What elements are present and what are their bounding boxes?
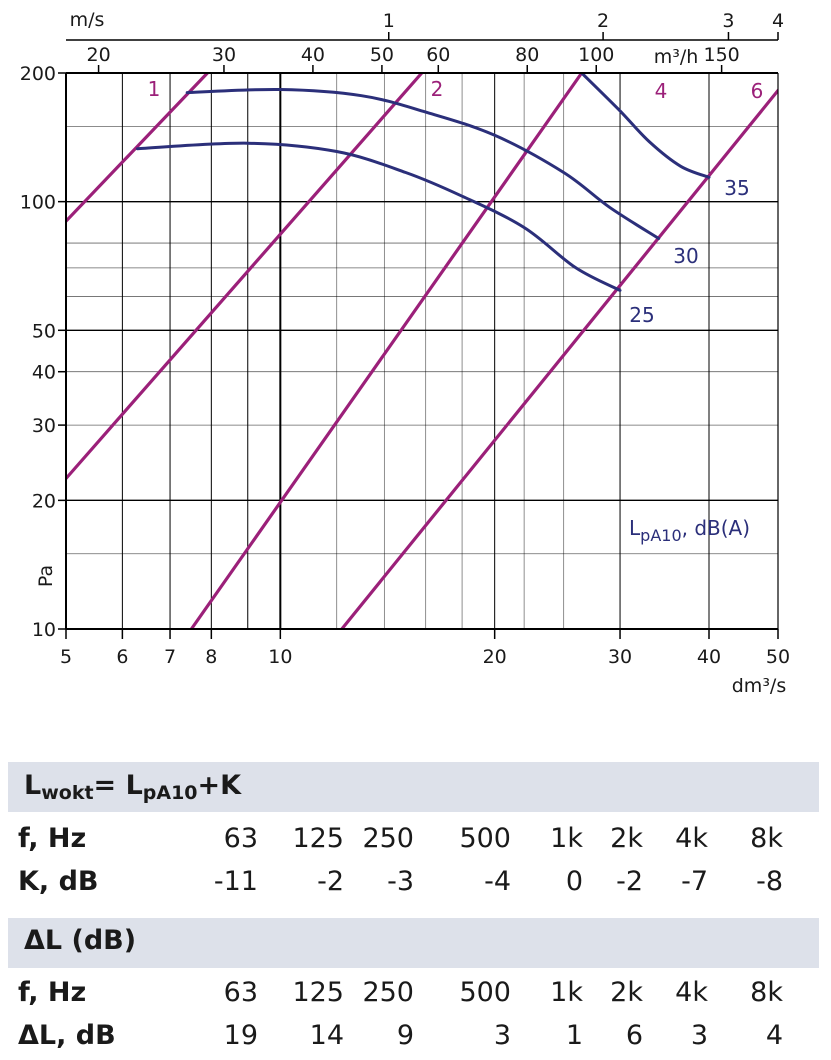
flow-tick-label: 60 — [426, 44, 450, 66]
system-line-label-2: 2 — [431, 77, 444, 101]
frequency-cell: 125 — [292, 823, 344, 854]
x-tick-label: 7 — [164, 646, 176, 668]
sound-curve-label-35: 35 — [724, 176, 749, 200]
frequency-cell: 250 — [362, 977, 414, 1008]
k-value-cell: -3 — [387, 866, 414, 897]
frequency-cell: 2k — [610, 823, 643, 854]
table1-title: Lwokt= LpA10+K — [24, 770, 242, 804]
system-line-2 — [66, 73, 424, 481]
y-tick-label: 30 — [32, 415, 56, 437]
y-tick-label: 50 — [32, 320, 56, 342]
frequency-cell: 1k — [550, 823, 583, 854]
x-tick-label: 40 — [697, 646, 721, 668]
k-label: K, dB — [18, 866, 99, 897]
dl-value-cell: 6 — [625, 1020, 643, 1051]
grid — [65, 72, 779, 630]
table2-title: ΔL (dB) — [24, 925, 137, 956]
table2-dl-row: ΔL, dB 19 14 9 3 1 6 3 4 — [18, 1020, 808, 1060]
k-value-cell: 0 — [565, 866, 583, 897]
x-tick-label: 20 — [483, 646, 507, 668]
velocity-tick-label: 4 — [772, 10, 784, 32]
freq-label: f, Hz — [18, 823, 87, 854]
table2-header: ΔL (dB) — [8, 918, 819, 968]
y-tick-label: 100 — [20, 192, 56, 214]
flow-tick-label: 100 — [578, 44, 614, 66]
labels: 5 6 7 8 10 20 30 40 50 dm³/s 10 20 30 40 50 100 200 Pa 20 3… — [20, 9, 790, 697]
system-line-label-1: 1 — [148, 77, 161, 101]
chart: 5 6 7 8 10 20 30 40 50 dm³/s 10 20 30 40 50 100 200 Pa 20 3… — [20, 9, 790, 697]
x-tick-label: 50 — [766, 646, 790, 668]
x-tick-label: 10 — [268, 646, 292, 668]
table2-frequency-row: f, Hz 63 125 250 500 1k 2k 4k 8k — [18, 977, 808, 1017]
k-value-cell: -11 — [213, 866, 258, 897]
dl-value-cell: 19 — [223, 1020, 258, 1051]
dl-value-cell: 9 — [396, 1020, 414, 1051]
velocity-axis-label: m/s — [70, 9, 105, 31]
system-line-label-6: 6 — [751, 79, 764, 103]
flow-tick-label: 40 — [301, 44, 325, 66]
velocity-tick-label: 3 — [722, 10, 734, 32]
frequency-cell: 250 — [362, 823, 414, 854]
k-value-cell: -8 — [756, 866, 783, 897]
k-value-cell: -7 — [681, 866, 708, 897]
y-tick-label: 20 — [32, 490, 56, 512]
k-value-cell: -2 — [616, 866, 643, 897]
system-line-1 — [66, 73, 210, 223]
y-tick-label: 200 — [20, 63, 56, 85]
k-value-cell: -2 — [317, 866, 344, 897]
sound-curve-label-30: 30 — [673, 244, 698, 268]
flow-tick-label: 30 — [212, 44, 236, 66]
sound-curve-35 — [580, 73, 711, 179]
curve-legend: LpA10, dB(A) — [629, 516, 750, 545]
frequency-cell: 4k — [675, 977, 708, 1008]
y-tick-label: 40 — [32, 362, 56, 384]
flow-tick-label: 20 — [86, 44, 110, 66]
x-tick-label: 6 — [116, 646, 128, 668]
sound-curve-label-25: 25 — [629, 303, 654, 327]
table1-frequency-row: f, Hz 63 125 250 500 1k 2k 4k 8k — [18, 823, 808, 863]
velocity-tick-label: 1 — [383, 10, 395, 32]
y-tick-label: 10 — [32, 619, 56, 641]
table1-header: Lwokt= LpA10+K — [8, 762, 819, 812]
system-line-4 — [189, 73, 584, 629]
x-tick-label: 8 — [205, 646, 217, 668]
frequency-cell: 125 — [292, 977, 344, 1008]
x-tick-label: 5 — [60, 646, 72, 668]
dl-label: ΔL, dB — [18, 1020, 116, 1051]
system-line-6 — [340, 88, 778, 629]
dl-value-cell: 14 — [309, 1020, 344, 1051]
dl-value-cell: 3 — [493, 1020, 511, 1051]
sound-curve-30 — [185, 87, 661, 240]
frequency-cell: 63 — [223, 977, 258, 1008]
frequency-cell: 500 — [459, 977, 511, 1008]
frequency-cell: 500 — [459, 823, 511, 854]
system-line-label-4: 4 — [655, 79, 668, 103]
frequency-cell: 2k — [610, 977, 643, 1008]
flow-axis-label: m³/h — [654, 46, 699, 68]
flow-tick-label: 150 — [703, 44, 739, 66]
x-tick-label: 30 — [608, 646, 632, 668]
dl-value-cell: 3 — [690, 1020, 708, 1051]
dl-value-cell: 4 — [765, 1020, 783, 1051]
freq-label: f, Hz — [18, 977, 87, 1008]
flow-tick-label: 50 — [370, 44, 394, 66]
k-value-cell: -4 — [484, 866, 511, 897]
dl-value-cell: 1 — [565, 1020, 583, 1051]
frequency-cell: 4k — [675, 823, 708, 854]
velocity-tick-label: 2 — [597, 10, 609, 32]
plot-area — [66, 73, 778, 629]
axes — [58, 32, 779, 639]
x-axis-label: dm³/s — [732, 675, 787, 697]
y-axis-label: Pa — [35, 565, 57, 587]
frequency-cell: 8k — [750, 823, 783, 854]
flow-tick-label: 80 — [515, 44, 539, 66]
sound-curve-25 — [136, 141, 622, 292]
frequency-cell: 1k — [550, 977, 583, 1008]
frequency-cell: 63 — [223, 823, 258, 854]
frequency-cell: 8k — [750, 977, 783, 1008]
table1-k-row: K, dB -11 -2 -3 -4 0 -2 -7 -8 — [18, 866, 808, 906]
